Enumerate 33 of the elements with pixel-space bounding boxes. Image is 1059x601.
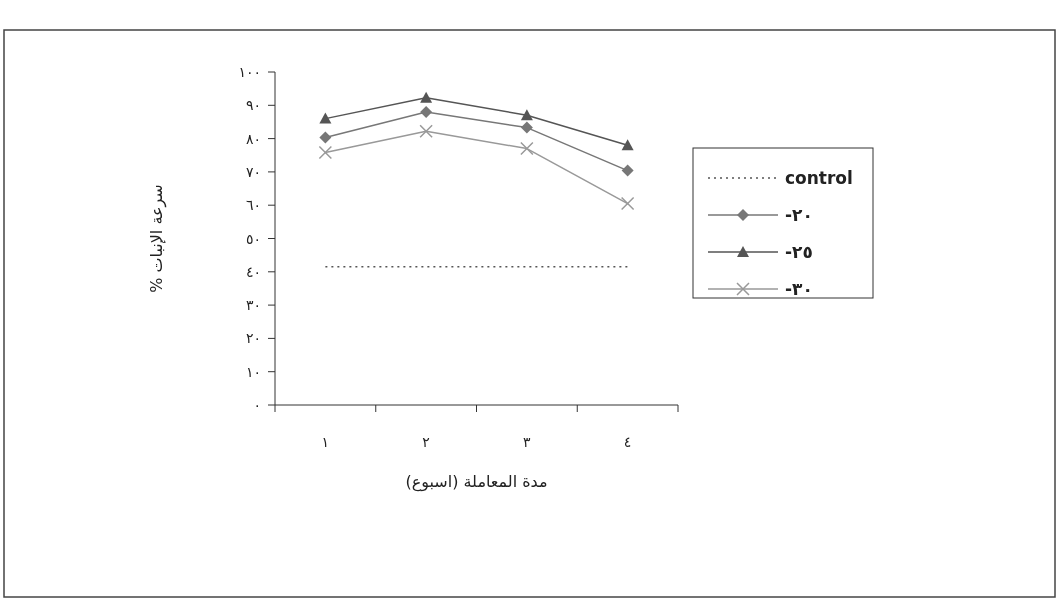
y-tick-label: ٥٠ [245, 230, 261, 247]
x-axis-title: مدة المعاملة (اسبوع) [405, 472, 548, 492]
point [621, 164, 634, 177]
y-tick-label: ١٠ [245, 363, 261, 380]
point [318, 145, 333, 160]
point [420, 105, 433, 118]
point [520, 109, 533, 121]
legend-label: control [785, 168, 853, 188]
y-tick-label: ٤٠ [245, 263, 261, 280]
point [319, 131, 332, 144]
point [620, 196, 635, 211]
point [419, 124, 433, 139]
y-tick-label: ٢٠ [245, 330, 261, 347]
legend-label: -٢٠ [785, 205, 813, 225]
x-tick-label: ٢ [422, 434, 430, 450]
y-tick-label: ٠ [253, 397, 261, 413]
y-tick-label: ٣٠ [245, 297, 261, 314]
y-tick-label: ٩٠ [245, 97, 261, 114]
point [520, 141, 534, 156]
y-tick-label: ١٠٠ [238, 64, 261, 80]
x-tick-label: ١ [321, 434, 330, 450]
legend-label: -٣٠ [785, 279, 813, 299]
point [520, 121, 533, 134]
y-tick-label: ٦٠ [245, 197, 261, 214]
point [319, 112, 332, 124]
y-tick-label: ٨٠ [245, 130, 261, 147]
point [621, 139, 634, 151]
point [420, 91, 433, 103]
x-tick-label: ٤ [623, 434, 632, 450]
x-tick-label: ٣ [523, 434, 532, 450]
y-tick-label: ٧٠ [245, 163, 261, 180]
legend-label: -٢٥ [785, 242, 813, 262]
y-axis-title: سرعة الإنبات % [147, 184, 167, 293]
